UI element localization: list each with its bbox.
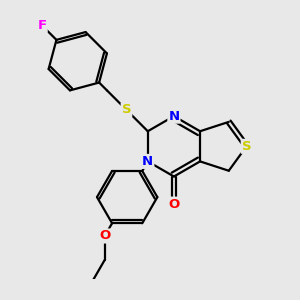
Text: N: N bbox=[168, 110, 179, 123]
Text: S: S bbox=[122, 103, 131, 116]
Text: O: O bbox=[168, 198, 179, 211]
Text: F: F bbox=[38, 19, 47, 32]
Text: N: N bbox=[142, 155, 153, 168]
Text: O: O bbox=[99, 230, 110, 242]
Text: S: S bbox=[242, 140, 251, 153]
